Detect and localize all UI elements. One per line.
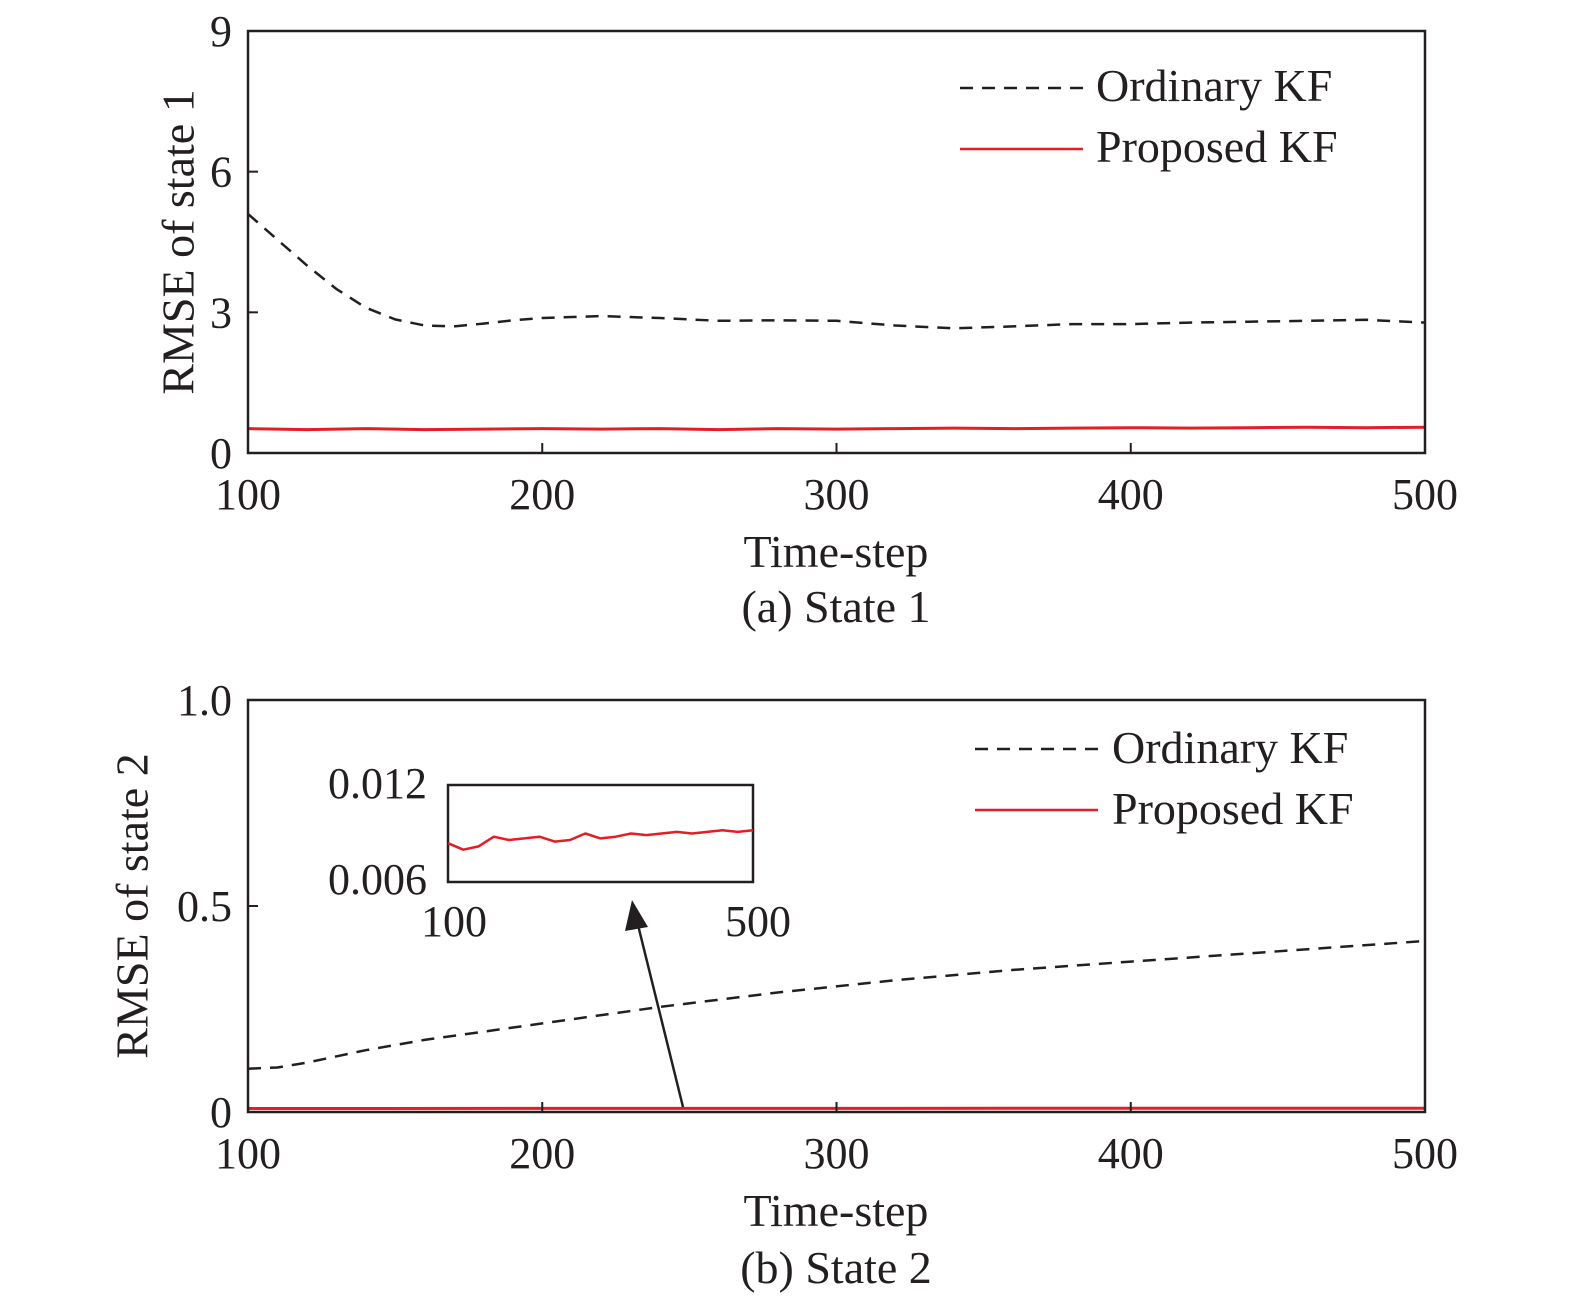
series-line-proposed-kf — [247, 425, 1426, 432]
panel-a-plot-area — [247, 212, 1426, 432]
panel-a-xlabel: Time-step — [744, 526, 929, 577]
y-tick-label: 3 — [210, 288, 232, 337]
inset-ytick-top: 0.012 — [328, 759, 427, 808]
y-tick-label: 0 — [210, 429, 232, 478]
y-tick-label: 9 — [210, 7, 232, 56]
panel-b-xlabel: Time-step — [744, 1185, 929, 1236]
x-tick-label: 200 — [509, 470, 575, 519]
panel-b-plot-area — [247, 939, 1426, 1110]
legend-a-proposed-label: Proposed KF — [1096, 121, 1338, 172]
x-tick-label: 100 — [215, 1129, 281, 1178]
x-tick-label: 100 — [215, 470, 281, 519]
y-tick-label: 6 — [210, 148, 232, 197]
panel-a: 100 200 300 400 500 0 3 6 9 RMSE of state 1 Time… — [153, 7, 1458, 632]
panel-b-legend: Ordinary KF Proposed KF — [975, 722, 1354, 834]
inset-arrow-shaft — [636, 924, 685, 1108]
inset-frame — [446, 783, 755, 884]
x-tick-label: 200 — [509, 1129, 575, 1178]
legend-b-ordinary-label: Ordinary KF — [1112, 722, 1348, 773]
inset-ytick-bottom: 0.006 — [328, 855, 427, 904]
inset-plot-area — [447, 829, 754, 851]
y-tick-label: 1.0 — [177, 676, 232, 725]
inset-arrow — [625, 900, 685, 1108]
panel-b-ticks: 100 200 300 400 500 0 0.5 1.0 — [177, 676, 1458, 1178]
series-line-ordinary-kf — [247, 939, 1426, 1070]
inset-xtick-left: 100 — [421, 897, 487, 946]
x-tick-label: 300 — [804, 1129, 870, 1178]
y-tick-label: 0 — [210, 1088, 232, 1137]
panel-b: 100 200 300 400 500 0 0.5 1.0 RMSE of state 2 T… — [107, 676, 1458, 1293]
panel-b-ylabel: RMSE of state 2 — [107, 753, 158, 1058]
inset-series-line — [447, 829, 754, 851]
legend-a-ordinary-label: Ordinary KF — [1096, 60, 1332, 111]
y-tick-label: 0.5 — [177, 882, 232, 931]
series-line-ordinary-kf — [247, 212, 1426, 330]
panel-a-caption: (a) State 1 — [741, 581, 930, 632]
x-tick-label: 500 — [1392, 1129, 1458, 1178]
x-tick-label: 400 — [1098, 470, 1164, 519]
panel-a-ylabel: RMSE of state 1 — [153, 89, 204, 394]
panel-a-legend: Ordinary KF Proposed KF — [960, 60, 1338, 172]
x-tick-label: 400 — [1098, 1129, 1164, 1178]
inset-arrow-head — [625, 900, 648, 931]
panel-a-ticks: 100 200 300 400 500 0 3 6 9 — [210, 7, 1458, 519]
legend-b-proposed-label: Proposed KF — [1112, 783, 1354, 834]
x-tick-label: 500 — [1392, 470, 1458, 519]
inset-xtick-right: 500 — [725, 897, 791, 946]
panel-b-inset: 0.012 0.006 100 500 — [328, 759, 791, 946]
x-tick-label: 300 — [804, 470, 870, 519]
panel-b-caption: (b) State 2 — [740, 1242, 932, 1293]
